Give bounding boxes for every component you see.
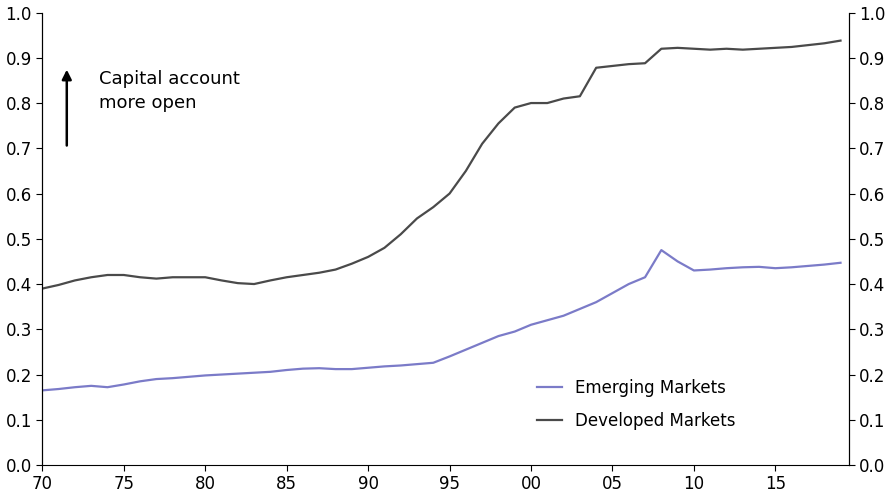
Legend: Emerging Markets, Developed Markets: Emerging Markets, Developed Markets bbox=[536, 379, 735, 430]
Text: Capital account
more open: Capital account more open bbox=[100, 70, 241, 112]
